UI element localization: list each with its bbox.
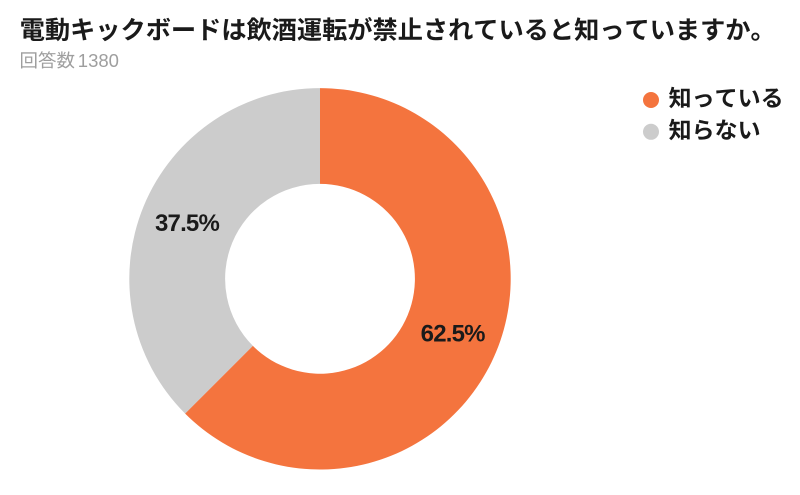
svg-text:1380: 1380 bbox=[78, 50, 119, 71]
svg-text:62.5%: 62.5% bbox=[421, 321, 486, 348]
svg-text:37.5%: 37.5% bbox=[155, 210, 220, 237]
